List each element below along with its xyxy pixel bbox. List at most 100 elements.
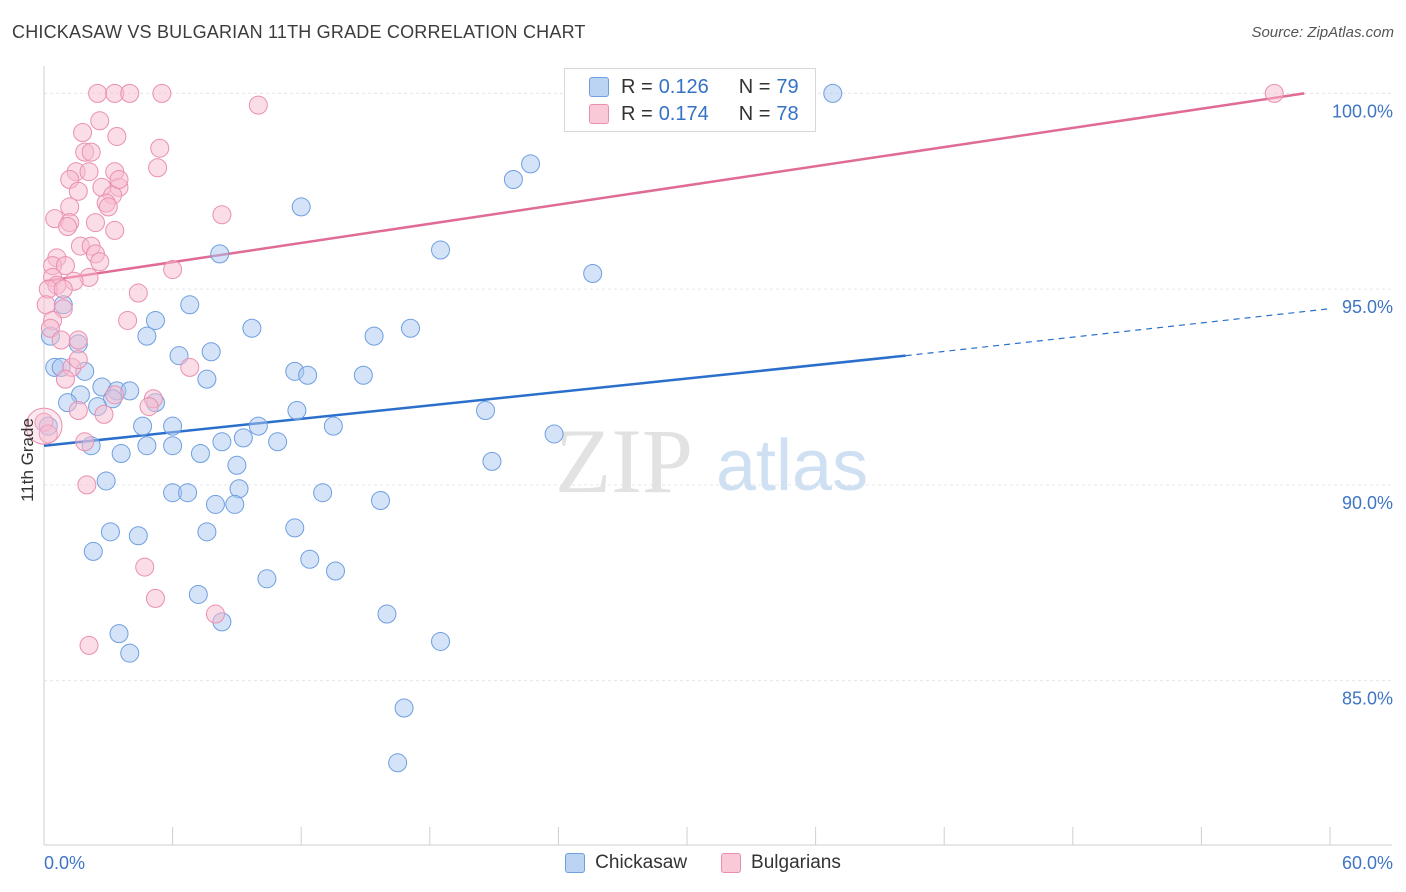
- legend-r-value: 0.126: [658, 75, 709, 98]
- y-tick-label: 85.0%: [1342, 689, 1393, 709]
- chickasaw-point: [323, 416, 343, 436]
- chickasaw-point: [476, 400, 496, 420]
- chickasaw-point: [291, 197, 311, 217]
- chickasaw-point: [233, 428, 253, 448]
- chickasaw-point: [229, 479, 249, 499]
- chickasaw-point: [325, 561, 345, 581]
- bulgarian-point: [150, 138, 170, 158]
- chickasaw-trend-line: [43, 354, 906, 447]
- chickasaw-point: [163, 416, 183, 436]
- chickasaw-point: [180, 295, 200, 315]
- legend-row-bulgarians: R = 0.174 N = 78: [589, 102, 799, 126]
- bulgarian-point: [75, 432, 95, 452]
- legend-swatch-pink: [589, 104, 609, 124]
- y-tick-label: 100.0%: [1332, 101, 1393, 121]
- bulgarian-point: [88, 83, 108, 103]
- y-axis-label: 11th Grade: [18, 418, 37, 502]
- chickasaw-point: [388, 753, 408, 773]
- chickasaw-point: [300, 549, 320, 569]
- bulgarian-point: [55, 256, 75, 276]
- chickasaw-point: [242, 318, 262, 338]
- bulgarian-point: [120, 83, 140, 103]
- chickasaw-point: [210, 244, 230, 264]
- bulgarian-point: [107, 126, 127, 146]
- trend-lines: [43, 92, 1331, 447]
- chickasaw-point: [313, 483, 333, 503]
- legend-label-bulgarians: Bulgarians: [751, 852, 841, 873]
- bulgarian-point: [68, 181, 88, 201]
- bulgarian-point: [55, 369, 75, 389]
- y-tick-label: 90.0%: [1342, 493, 1393, 513]
- chickasaw-point: [353, 365, 373, 385]
- bulgarian-point: [180, 357, 200, 377]
- legend-item-bulgarians[interactable]: Bulgarians: [721, 852, 841, 874]
- chickasaw-point: [248, 416, 268, 436]
- axis-labels: 100.0% 95.0% 90.0% 85.0% 0.0% 60.0%: [44, 101, 1393, 873]
- bulgarian-point: [118, 310, 138, 330]
- legend-n-value: 78: [776, 102, 799, 125]
- bulgarian-point: [98, 197, 118, 217]
- chickasaw-point: [188, 584, 208, 604]
- chickasaw-point: [227, 455, 247, 475]
- bulgarian-point: [68, 330, 88, 350]
- chickasaw-point: [371, 491, 391, 511]
- chickasaw-point: [431, 631, 451, 651]
- legend-swatch-blue: [565, 853, 586, 873]
- bulgarian-point: [145, 588, 165, 608]
- bulgarian-trend-line: [43, 92, 1305, 283]
- data-points: [25, 83, 1284, 773]
- legend-n-label: N =: [738, 102, 771, 125]
- bulgarian-point: [68, 400, 88, 420]
- chickasaw-point: [225, 494, 245, 514]
- chickasaw-point: [133, 416, 153, 436]
- chickasaw-point: [201, 342, 221, 362]
- bulgarian-point: [79, 635, 99, 655]
- chickasaw-point: [120, 643, 140, 663]
- chickasaw-point: [394, 698, 414, 718]
- watermark-atlas: atlas: [716, 426, 868, 506]
- legend-item-chickasaw[interactable]: Chickasaw: [565, 852, 687, 874]
- chickasaw-point: [287, 400, 307, 420]
- correlation-legend: R = 0.126 N = 79 R = 0.174 N = 78: [564, 68, 816, 132]
- chickasaw-point: [377, 604, 397, 624]
- bulgarian-point: [105, 220, 125, 240]
- bulgarian-point: [128, 283, 148, 303]
- bulgarian-point: [53, 299, 73, 319]
- chickasaw-point: [583, 263, 603, 283]
- bulgarian-point: [77, 475, 97, 495]
- axes: [43, 66, 1392, 846]
- chickasaw-point: [212, 432, 232, 452]
- legend-row-chickasaw: R = 0.126 N = 79: [589, 75, 799, 99]
- chickasaw-point: [431, 240, 451, 260]
- chickasaw-point: [169, 346, 189, 366]
- chart-title: CHICKASAW VS BULGARIAN 11TH GRADE CORREL…: [12, 22, 586, 42]
- chickasaw-point: [521, 154, 541, 174]
- chickasaw-point: [100, 522, 120, 542]
- chickasaw-point: [178, 483, 198, 503]
- legend-r-label: R =: [621, 102, 653, 125]
- legend-swatch-blue: [589, 77, 609, 97]
- chickasaw-point: [364, 326, 384, 346]
- bulgarian-point: [163, 260, 183, 280]
- bulgarian-point: [90, 252, 110, 272]
- chickasaw-point: [163, 436, 183, 456]
- watermark-zip: ZIP: [555, 410, 693, 512]
- y-tick-label: 95.0%: [1342, 297, 1393, 317]
- bulgarian-point: [109, 170, 129, 190]
- bulgarian-point: [79, 162, 99, 182]
- chickasaw-point: [401, 318, 421, 338]
- bulgarian-point: [85, 213, 105, 233]
- bulgarian-point: [73, 123, 93, 143]
- chickasaw-point: [285, 518, 305, 538]
- chickasaw-point: [111, 444, 131, 464]
- chickasaw-point: [96, 471, 116, 491]
- bulgarian-point: [90, 111, 110, 131]
- bulgarian-point: [205, 604, 225, 624]
- chickasaw-point: [197, 369, 217, 389]
- bulgarian-point: [68, 350, 88, 370]
- chickasaw-point: [190, 444, 210, 464]
- bulgarian-point-large: [25, 407, 63, 445]
- zipatlas-watermark: ZIP atlas: [555, 410, 868, 512]
- chickasaw-point: [823, 83, 843, 103]
